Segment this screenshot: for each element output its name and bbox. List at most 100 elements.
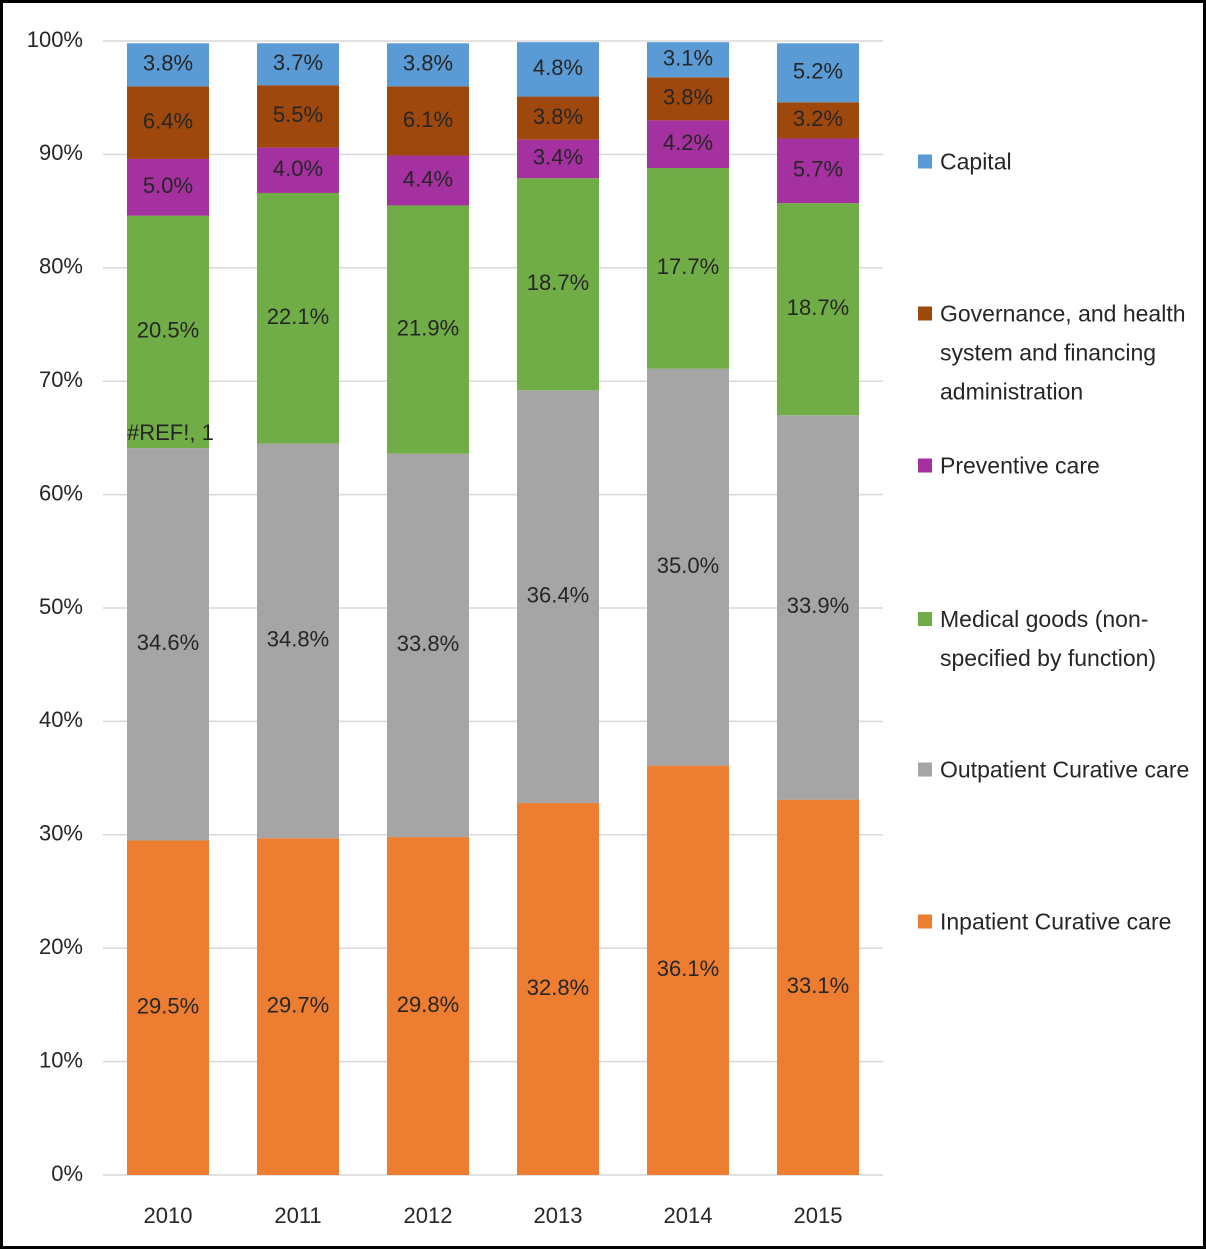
x-tick-label: 2010 [144, 1203, 193, 1228]
legend-item: Preventive care [918, 447, 1198, 486]
data-label: 20.5% [137, 318, 199, 343]
data-label: 17.7% [657, 254, 719, 279]
x-tick-label: 2013 [534, 1203, 583, 1228]
grid [103, 40, 883, 1176]
data-label: 21.9% [397, 315, 459, 340]
bar-segment [257, 838, 339, 1175]
data-label: 5.5% [273, 102, 323, 127]
data-label: 3.4% [533, 145, 583, 170]
data-label: 22.1% [267, 304, 329, 329]
bar-segment [777, 138, 859, 204]
bar-segment [647, 765, 729, 1175]
y-tick-label: 60% [39, 480, 83, 505]
legend-item: Medical goods (non-specified by function… [918, 600, 1198, 678]
y-tick-label: 70% [39, 367, 83, 392]
data-label: 35.0% [657, 553, 719, 578]
legend-swatch [918, 762, 932, 777]
legend-swatch [918, 914, 932, 929]
y-tick-label: 90% [39, 140, 83, 165]
bar-segment [387, 43, 469, 87]
bar-segment [647, 42, 729, 78]
data-label: 33.9% [787, 593, 849, 618]
data-label: 4.4% [403, 166, 453, 191]
x-tick-label: 2014 [664, 1203, 713, 1228]
legend-label: Capital [940, 148, 1012, 175]
data-label: 5.0% [143, 173, 193, 198]
data-label: 36.1% [657, 956, 719, 981]
data-label: 34.8% [267, 627, 329, 652]
bar-segment [257, 85, 339, 148]
data-label: 29.8% [397, 992, 459, 1017]
data-label: 33.8% [397, 631, 459, 656]
y-tick-label: 30% [39, 821, 83, 846]
y-tick-label: 0% [51, 1161, 83, 1186]
bar-segment [387, 453, 469, 838]
data-label: 3.8% [533, 104, 583, 129]
data-label: 4.2% [663, 130, 713, 155]
bar-segment [517, 803, 599, 1175]
legend-label: Governance, and health system and financ… [940, 300, 1186, 405]
bar-segment [777, 799, 859, 1175]
data-label: 3.2% [793, 106, 843, 131]
legend-label: Preventive care [940, 452, 1100, 479]
data-label: 5.2% [793, 59, 843, 84]
y-tick-label: 80% [39, 254, 83, 279]
bar-segment [647, 77, 729, 121]
bar-segment [777, 43, 859, 103]
y-tick-label: 100% [27, 27, 83, 52]
bar-segment [127, 215, 209, 449]
bar-segment [517, 178, 599, 391]
data-label: 6.1% [403, 107, 453, 132]
data-label: 3.8% [403, 51, 453, 76]
data-label: 6.4% [143, 108, 193, 133]
y-tick-label: 50% [39, 594, 83, 619]
x-tick-label: 2011 [274, 1203, 321, 1228]
legend-label: Outpatient Curative care [940, 756, 1190, 783]
data-label: 34.6% [137, 630, 199, 655]
bar-segment [777, 102, 859, 139]
x-tick-label: 2015 [794, 1203, 843, 1228]
legend-label: Inpatient Curative care [940, 908, 1172, 935]
data-label: 33.1% [787, 973, 849, 998]
bar-segment [647, 168, 729, 369]
data-label: 3.1% [663, 46, 713, 71]
data-label: 4.0% [273, 156, 323, 181]
bar-segment [127, 158, 209, 216]
legend-swatch [918, 458, 932, 473]
data-label: 32.8% [527, 975, 589, 1000]
bar-segment [387, 86, 469, 156]
data-label: 4.8% [533, 55, 583, 80]
bar-segment [517, 390, 599, 804]
y-tick-label: 40% [39, 707, 83, 732]
legend-label: Medical goods (non-specified by function… [940, 606, 1157, 671]
legend-swatch [918, 612, 932, 626]
bar-segment [127, 86, 209, 159]
bar-segment [127, 43, 209, 87]
data-label: 18.7% [787, 295, 849, 320]
annotation: #REF!, 1 [127, 420, 214, 445]
bars [127, 42, 859, 1175]
bar-segment [257, 43, 339, 86]
bar-segment [257, 443, 339, 839]
legend-item: Capital [918, 143, 1198, 182]
bar-segment [517, 96, 599, 140]
bar-segment [127, 840, 209, 1175]
bar-segment [777, 415, 859, 800]
legend-item: Outpatient Curative care [918, 751, 1198, 790]
x-tick-label: 2012 [404, 1203, 453, 1228]
bar-segment [647, 368, 729, 766]
bar-segment [647, 120, 729, 169]
bar-segment [387, 205, 469, 454]
bar-segment [387, 837, 469, 1175]
data-label: 18.7% [527, 270, 589, 295]
data-label: 36.4% [527, 582, 589, 607]
data-label: 29.7% [267, 992, 329, 1017]
bar-segment [517, 42, 599, 97]
data-label: 3.8% [663, 85, 713, 110]
bar-segment [257, 147, 339, 193]
legend-swatch [918, 306, 932, 321]
bar-segment [257, 192, 339, 444]
labels: 0% 10% 20% 30% 40% 50% 60% 70% 80% 90% 100% 2010 29.… [27, 27, 849, 1228]
